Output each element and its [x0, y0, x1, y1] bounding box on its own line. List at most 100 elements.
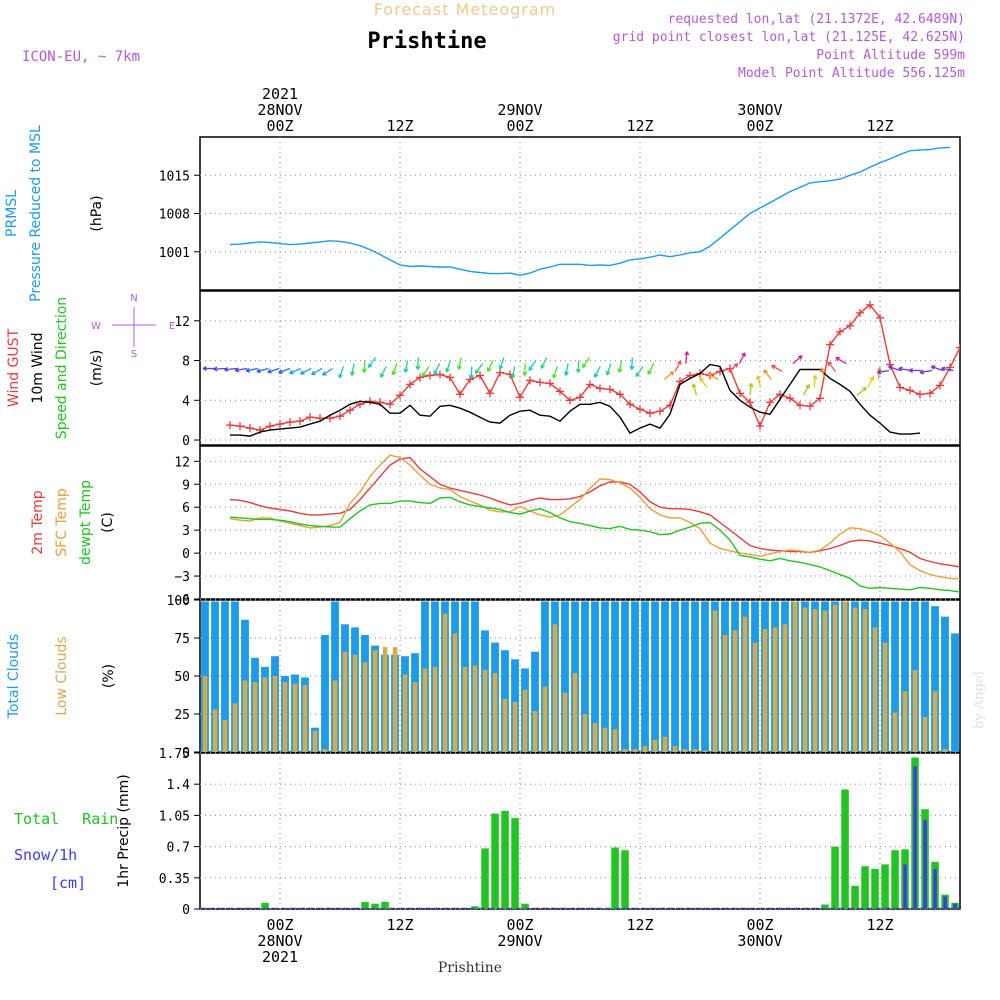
gust-marker: [496, 368, 504, 377]
time-label-top: 00Z: [506, 117, 533, 135]
wind-arrow-head: [391, 370, 397, 376]
wind-arrow-head: [202, 366, 207, 371]
gust-marker: [296, 417, 304, 426]
bar-low-clouds: [942, 749, 948, 752]
bar-low-clouds: [282, 682, 288, 752]
point-altitude: Point Altitude 599m: [816, 48, 965, 63]
y-tick-label: 1.75: [159, 747, 190, 762]
time-label-bottom: 30NOV: [737, 932, 782, 950]
gust-marker: [556, 387, 564, 396]
time-label-top: 12Z: [626, 117, 653, 135]
wind-arrow-head: [361, 368, 367, 373]
bar-low-clouds: [822, 610, 828, 752]
bar-total-rain: [881, 864, 889, 909]
wind-arrow-head: [835, 356, 840, 362]
bar-total-rain: [841, 789, 849, 909]
wind-arrow: [888, 365, 901, 372]
panel-data-wind: [202, 300, 994, 437]
wind-arrow-head: [415, 365, 421, 370]
bar-snow-1h: [943, 896, 947, 909]
series-line-2m-temp: [229, 456, 960, 568]
wind-arrow-head: [635, 372, 640, 377]
bar-low-clouds: [712, 610, 718, 752]
wind-arrow-head: [941, 366, 946, 372]
model-altitude: Model Point Altitude 556.125m: [738, 66, 965, 81]
bar-total-clouds: [591, 601, 599, 752]
bar-total-clouds: [651, 601, 659, 752]
bar-low-clouds: [702, 750, 708, 752]
gust-marker: [616, 390, 624, 399]
y-tick-label: 75: [174, 632, 190, 647]
y-tick-label: 50: [174, 670, 190, 685]
time-label-top: 00Z: [266, 117, 293, 135]
panel-precip: 0 0.35 0.7 1.05 1.4 1.75 1hr Precip (mm)Total …: [14, 747, 961, 918]
wind-arrow: [311, 367, 323, 376]
wind-arrow-head: [748, 383, 754, 388]
bar-low-clouds: [422, 668, 428, 752]
wind-arrow: [511, 366, 516, 379]
bar-low-clouds: [782, 624, 788, 752]
gust-marker: [426, 371, 434, 380]
y-tick-label: 0: [182, 434, 190, 449]
wind-arrow-head: [300, 370, 305, 375]
wind-arrow-head: [812, 375, 818, 380]
gust-marker: [436, 370, 444, 379]
gust-marker: [896, 383, 904, 392]
gust-marker: [806, 402, 814, 411]
chart-title: Forecast Meteogram: [374, 0, 556, 19]
y-tick-label: 4: [182, 394, 190, 409]
wind-arrow: [351, 363, 355, 376]
bar-total-clouds: [221, 601, 229, 752]
bar-low-clouds: [492, 673, 498, 752]
location-title: Prishtine: [367, 29, 486, 54]
gust-marker: [846, 321, 854, 330]
bar-total-clouds: [561, 601, 569, 752]
wind-arrow-head: [869, 376, 875, 381]
gust-marker: [536, 378, 544, 387]
bar-total-clouds: [331, 601, 339, 752]
bar-total-clouds: [921, 601, 929, 752]
bar-snow-1h: [923, 819, 927, 909]
bar-low-clouds: [882, 642, 888, 752]
wind-arrow-head: [575, 368, 581, 373]
gust-marker: [916, 390, 924, 399]
bar-total-clouds: [541, 601, 549, 752]
panel-label: dewpt Temp: [78, 480, 94, 565]
series-line-prmsl: [229, 146, 951, 276]
y-axis-label: (hPa): [89, 195, 105, 231]
wind-arrow: [404, 360, 409, 373]
time-label-top: 00Z: [746, 117, 773, 135]
bar-low-clouds: [642, 745, 648, 752]
bar-snow-1h: [953, 903, 957, 909]
wind-arrow: [898, 367, 911, 372]
y-tick-label: 0.35: [159, 872, 190, 887]
wind-arrow: [267, 367, 280, 373]
wind-arrow-head: [234, 367, 240, 373]
bar-low-clouds: [522, 689, 528, 752]
bar-low-clouds: [302, 685, 308, 752]
bar-low-clouds: [852, 607, 858, 752]
y-tick-label: 1.4: [167, 778, 191, 793]
y-tick-label: 12: [174, 315, 190, 330]
bar-low-clouds: [812, 609, 818, 752]
bar-total-clouds: [641, 601, 649, 752]
gust-marker: [986, 313, 994, 321]
panel-data-pressure: [229, 146, 951, 276]
wind-arrow: [487, 360, 494, 372]
bar-low-clouds: [692, 749, 698, 752]
wind-arrow: [618, 360, 623, 373]
wind-arrow-head: [581, 363, 587, 368]
bar-total-clouds: [961, 602, 969, 753]
bar-total-rain: [891, 850, 899, 909]
time-label-bottom: 00Z: [746, 916, 773, 934]
wind-arrow: [728, 363, 739, 372]
y-tick-label: 9: [182, 478, 190, 493]
wind-arrow: [835, 356, 847, 365]
gust-marker: [396, 391, 404, 400]
y-tick-label: 0: [182, 746, 190, 761]
compass-label: S: [131, 349, 137, 360]
y-tick-label: −3: [174, 570, 190, 585]
bar-low-clouds: [392, 647, 398, 752]
bar-total-clouds: [211, 601, 219, 752]
wind-arrow: [417, 357, 419, 370]
